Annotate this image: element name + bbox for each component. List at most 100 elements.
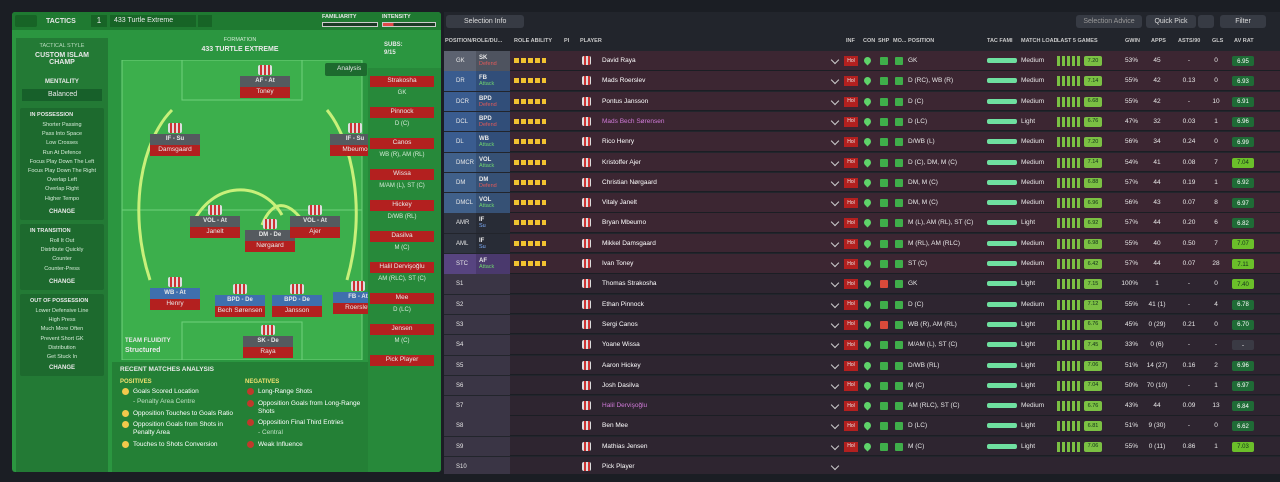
sub-name[interactable]: Strakosha (370, 76, 434, 87)
sub-name[interactable]: Pinnock (370, 107, 434, 118)
form-badge: 7.15 (1084, 279, 1102, 290)
player-role[interactable]: BPD - De (215, 295, 265, 306)
tactical-familiarity (987, 139, 1017, 145)
player-name[interactable]: Mikkel Damsgaard (602, 239, 656, 247)
position-cell (444, 172, 510, 193)
sub-name[interactable]: Hickey (370, 200, 434, 211)
player-name[interactable]: Thomas Strakosha (602, 280, 657, 288)
player-name[interactable]: Ivan Toney (602, 260, 634, 267)
player-role[interactable]: IF - Su (330, 134, 380, 145)
position-text: M (L), AM (RL), ST (C) (908, 219, 974, 227)
analysis-icon (247, 440, 254, 448)
sharpness-icon (880, 422, 888, 431)
sub-name[interactable]: Canos (370, 138, 434, 149)
player-name[interactable]: Vitaly Janelt (602, 199, 637, 207)
apps: 44 (1153, 178, 1161, 186)
player-name[interactable]: Mbeumo (330, 145, 380, 156)
sharpness-icon (880, 341, 888, 350)
analysis-icon (122, 409, 129, 417)
player-name[interactable]: Rico Henry (602, 138, 635, 146)
mentality-dropdown[interactable]: Balanced (22, 89, 102, 101)
sub-name[interactable]: Wissa (370, 169, 434, 180)
column-header: GLS (1212, 38, 1224, 44)
sub-name[interactable]: Jensen (370, 324, 434, 335)
player-name[interactable]: Ajer (290, 227, 340, 238)
player-name[interactable]: Bech Sørensen (215, 306, 265, 317)
player-role[interactable]: IF - Su (150, 134, 200, 145)
inf-badge: Hol (844, 56, 858, 66)
box-title: IN POSSESSION (30, 112, 74, 118)
player-name[interactable]: Halil Dervişoğlu (602, 402, 648, 410)
analysis-item: Opposition Final Third Entries (258, 419, 344, 427)
assists-per-90: 0.86 (1182, 442, 1196, 450)
change-button[interactable]: CHANGE (48, 365, 75, 371)
position-cell (444, 436, 510, 457)
player-name[interactable]: Nørgaard (245, 241, 295, 252)
form-badge: 6.76 (1084, 116, 1102, 127)
player-name[interactable]: Roerslev (333, 303, 383, 314)
morale-icon (895, 138, 903, 147)
player-icon (582, 116, 591, 126)
player-role[interactable]: VOL - At (190, 216, 240, 227)
back-button[interactable] (15, 15, 37, 27)
column-header: MO... (893, 38, 907, 44)
player-role[interactable]: VOL - At (290, 216, 340, 227)
player-name[interactable]: Yoane Wissa (602, 341, 640, 349)
player-role[interactable]: SK - De (243, 336, 293, 347)
player-role[interactable]: AF - At (240, 76, 290, 87)
player-name[interactable]: Mads Bech Sørensen (602, 117, 665, 125)
tactical-familiarity (987, 362, 1017, 368)
player-name[interactable]: David Raya (602, 57, 636, 64)
selection-advice-button[interactable]: Selection Advice (1076, 15, 1142, 28)
last-five-games (1057, 157, 1081, 168)
add-button[interactable] (198, 15, 212, 27)
column-header: LAST 5 GAMES (1057, 38, 1098, 44)
last-five-games (1057, 116, 1081, 127)
player-name[interactable]: Mads Roerslev (602, 77, 646, 85)
player-name[interactable]: Pick Player (602, 463, 635, 470)
player-name[interactable]: Bryan Mbeumo (602, 219, 647, 227)
subs-label: SUBS: (384, 42, 403, 48)
player-role[interactable]: FB - At (333, 292, 383, 303)
sub-name[interactable]: Mee (370, 293, 434, 304)
player-name[interactable]: Janelt (190, 227, 240, 238)
slot-number[interactable]: 1 (91, 15, 107, 27)
tactic-box (20, 108, 104, 220)
player-name[interactable]: Josh Dasilva (602, 381, 639, 389)
position-code: S2 (456, 301, 464, 308)
player-role[interactable]: DM - De (245, 230, 295, 241)
sub-name[interactable]: Halil Dervişoğlu (370, 262, 434, 273)
quick-pick-dropdown[interactable] (1198, 15, 1214, 28)
player-name[interactable]: Christian Nørgaard (602, 178, 657, 186)
sub-name[interactable]: Dasilva (370, 231, 434, 242)
change-button[interactable]: CHANGE (48, 279, 75, 285)
player-name[interactable]: Damsgaard (150, 145, 200, 156)
player-name[interactable]: Jansson (272, 306, 322, 317)
selection-info-button[interactable]: Selection Info (446, 15, 524, 28)
tactical-familiarity (987, 159, 1017, 165)
filter-button[interactable]: Filter (1220, 15, 1266, 28)
player-name[interactable]: Kristoffer Ajer (602, 158, 641, 166)
goals: 1 (1214, 117, 1218, 125)
analysis-button[interactable]: Analysis (325, 63, 367, 76)
quick-pick-button[interactable]: Quick Pick (1146, 15, 1196, 28)
player-role[interactable]: WB - At (150, 288, 200, 299)
player-name[interactable]: Henry (150, 299, 200, 310)
player-name[interactable]: Aaron Hickey (602, 361, 641, 369)
change-button[interactable]: CHANGE (48, 209, 75, 215)
player-shirt (351, 281, 365, 291)
column-header: PLAYER (580, 38, 602, 44)
player-name[interactable]: Mathias Jensen (602, 442, 648, 450)
player-name[interactable]: Toney (240, 87, 290, 98)
player-name[interactable]: Raya (243, 347, 293, 358)
average-rating: 6.97 (1232, 380, 1254, 391)
player-name[interactable]: Sergi Canos (602, 320, 638, 328)
inf-badge: Hol (844, 157, 858, 168)
player-name[interactable]: Ethan Pinnock (602, 300, 644, 308)
player-role[interactable]: BPD - De (272, 295, 322, 306)
player-name[interactable]: Ben Mee (602, 422, 629, 430)
player-name[interactable]: Pontus Jansson (602, 97, 649, 105)
assists-per-90: 0.16 (1182, 361, 1196, 369)
sub-name[interactable]: Pick Player (370, 355, 434, 366)
tactic-name[interactable]: 433 Turtle Extreme (110, 15, 196, 27)
